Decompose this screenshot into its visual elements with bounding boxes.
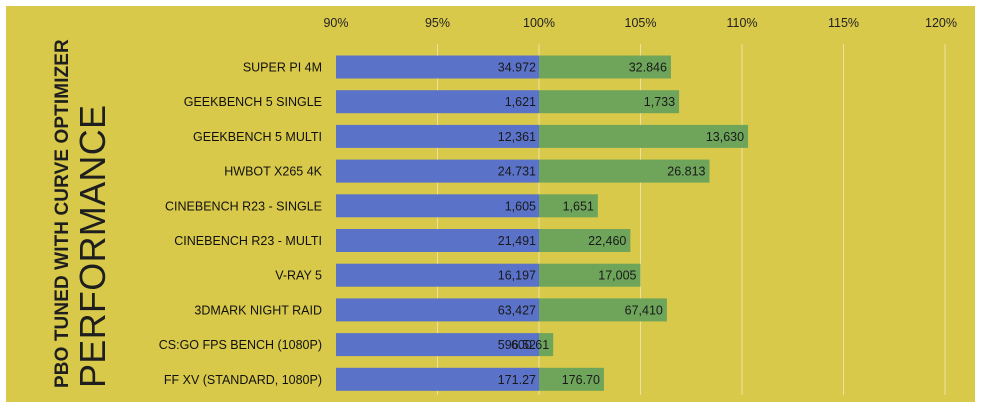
bar-baseline	[336, 90, 539, 114]
data-label-baseline: 596.52	[498, 338, 536, 352]
bar-tuned	[539, 298, 667, 322]
x-tick-label: 110%	[726, 16, 757, 30]
data-label-tuned: 22,460	[588, 234, 626, 248]
x-tick-label: 115%	[828, 16, 859, 30]
data-label-baseline: 12,361	[498, 130, 536, 144]
bar-tuned	[539, 194, 598, 218]
category-label: CS:GO FPS BENCH (1080P)	[159, 338, 322, 352]
bar-tuned	[539, 55, 671, 79]
bar-baseline	[336, 194, 539, 218]
bar-baseline	[336, 124, 539, 148]
data-label-baseline: 1,605	[505, 199, 536, 213]
data-label-tuned: 1,733	[644, 95, 675, 109]
bar-baseline	[336, 159, 539, 183]
data-label-tuned: 600.61	[511, 338, 549, 352]
data-label-baseline: 21,491	[498, 234, 536, 248]
bar-tuned	[539, 333, 554, 357]
data-label-baseline: 24.731	[498, 165, 536, 179]
bar-tuned	[539, 229, 631, 252]
bar-baseline	[336, 298, 539, 322]
bar-tuned	[539, 124, 749, 148]
data-label-tuned: 32.846	[629, 61, 667, 75]
category-label: V-RAY 5	[275, 269, 322, 283]
category-label: FF XV (STANDARD, 1080P)	[164, 373, 322, 387]
bar-tuned	[539, 90, 680, 114]
x-tick-label: 90%	[323, 16, 348, 30]
category-label: CINEBENCH R23 - SINGLE	[165, 199, 322, 213]
data-label-baseline: 63,427	[498, 303, 536, 317]
bar-baseline	[336, 229, 539, 252]
bar-baseline	[336, 333, 539, 357]
data-label-baseline: 34.972	[498, 61, 536, 75]
bar-baseline	[336, 263, 539, 287]
bar-baseline	[336, 367, 539, 391]
category-label: CINEBENCH R23 - MULTI	[174, 234, 322, 248]
x-tick-label: 120%	[925, 16, 957, 30]
data-label-tuned: 67,410	[625, 303, 663, 317]
x-tick-label: 105%	[625, 16, 657, 30]
bar-tuned	[539, 159, 710, 183]
category-label: 3DMARK NIGHT RAID	[194, 303, 322, 317]
data-label-tuned: 13,630	[706, 130, 744, 144]
data-label-tuned: 176.70	[562, 373, 600, 387]
category-label: HWBOT X265 4K	[224, 165, 322, 179]
data-label-baseline: 16,197	[498, 269, 536, 283]
data-label-tuned: 17,005	[598, 269, 636, 283]
category-label: GEEKBENCH 5 SINGLE	[184, 95, 322, 109]
category-label: GEEKBENCH 5 MULTI	[193, 130, 322, 144]
x-tick-label: 95%	[425, 16, 450, 30]
bar-baseline	[336, 55, 539, 79]
x-tick-label: 100%	[523, 16, 555, 30]
bar-tuned	[539, 367, 604, 391]
data-label-baseline: 1,621	[505, 95, 536, 109]
bar-tuned	[539, 263, 641, 287]
data-label-tuned: 26.813	[667, 165, 705, 179]
category-label: SUPER PI 4M	[243, 61, 322, 75]
data-label-tuned: 1,651	[563, 199, 594, 213]
data-label-baseline: 171.27	[498, 373, 536, 387]
